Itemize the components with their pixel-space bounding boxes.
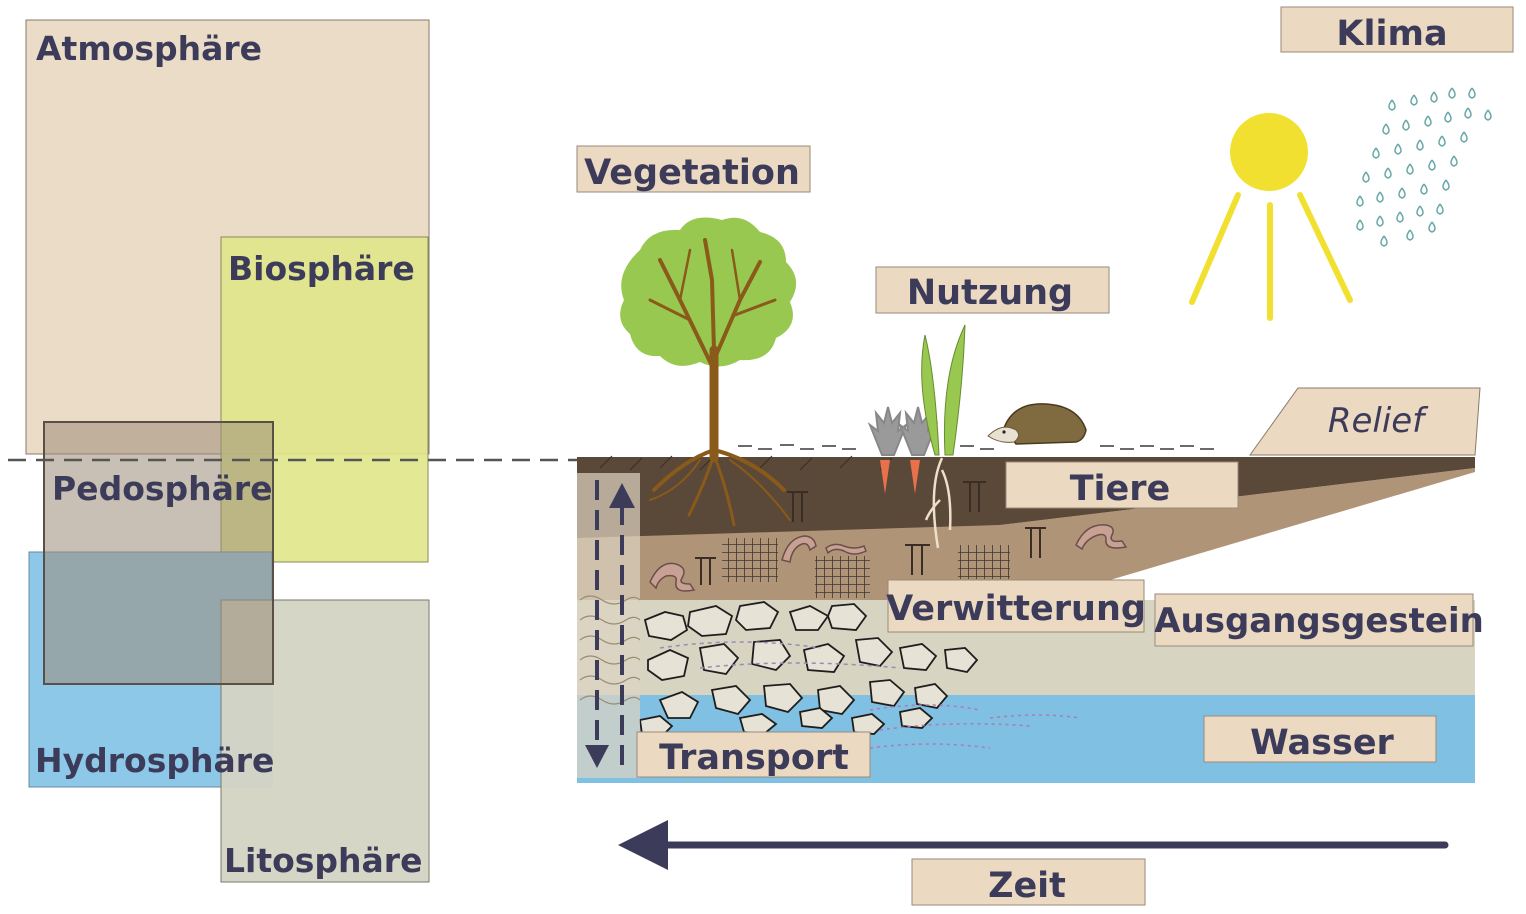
time-label: Zeit xyxy=(988,866,1066,906)
relief-shape xyxy=(1249,387,1481,456)
hedgehog-icon xyxy=(987,403,1087,445)
climate-label: Klima xyxy=(1336,14,1447,54)
usage-label: Nutzung xyxy=(907,273,1073,313)
weathering-label: Verwitterung xyxy=(886,589,1146,629)
pedosphere-label: Pedosphäre xyxy=(52,469,273,508)
pedosphere-box xyxy=(43,421,274,685)
soil-profile xyxy=(577,87,1492,870)
transport-shaft xyxy=(577,473,640,778)
spheres-diagram: Atmosphäre Biosphäre Pedosphäre Hydrosph… xyxy=(25,19,430,883)
hydrosphere-label: Hydrosphäre xyxy=(35,741,274,780)
parent-rock-label: Ausgangsgestein xyxy=(1154,601,1484,641)
sun-icon xyxy=(1189,113,1353,321)
relief-label: Relief xyxy=(1328,401,1429,441)
time-arrow xyxy=(618,820,1449,870)
tree-icon xyxy=(620,217,797,527)
crop-icon xyxy=(867,324,966,549)
factor-labels: Klima Vegetation Nutzung Relief Tiere Ve… xyxy=(576,6,1514,906)
vegetation-label: Vegetation xyxy=(584,153,800,193)
rain-icon xyxy=(1356,87,1492,247)
atmosphere-label: Atmosphäre xyxy=(36,29,262,68)
water-label: Wasser xyxy=(1250,723,1394,763)
lithosphere-label: Litosphäre xyxy=(224,841,422,880)
subsoil-layer xyxy=(577,468,1475,600)
transport-label: Transport xyxy=(659,738,849,778)
animals-label: Tiere xyxy=(1070,469,1171,509)
biosphere-label: Biosphäre xyxy=(228,249,415,288)
